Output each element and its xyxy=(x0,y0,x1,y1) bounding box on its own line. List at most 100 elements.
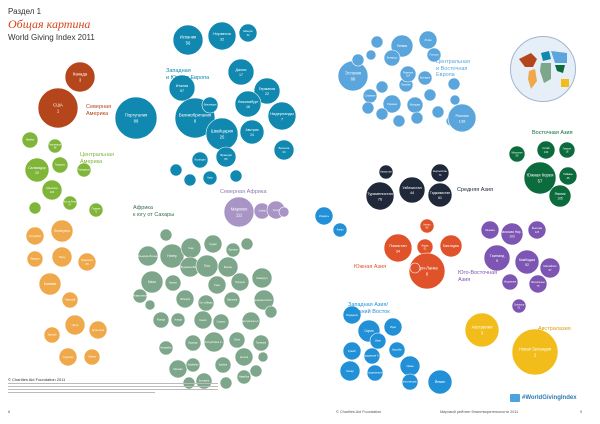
region-label-middle-east: Западная Азия/ Ближний Восток xyxy=(348,302,390,315)
country-bubble-circle xyxy=(223,291,241,309)
country-bubble-circle xyxy=(172,24,204,56)
country-bubble-circle xyxy=(523,161,557,195)
region-label-western-europe: Западная и Южная Европа xyxy=(166,68,210,81)
country-bubble-circle xyxy=(351,53,365,67)
country-bubble-circle xyxy=(234,347,254,367)
country-bubble-circle xyxy=(47,138,63,154)
country-bubble: Боливия xyxy=(38,272,62,296)
country-bubble: Исландия xyxy=(191,151,209,169)
country-name: Нигерия xyxy=(235,280,245,284)
country-name: Уганда xyxy=(174,319,182,322)
fine-print xyxy=(8,383,218,399)
country-bubble-circle xyxy=(375,80,389,94)
country-bubble-circle xyxy=(332,222,348,238)
country-bubble: Финляндия xyxy=(201,96,219,114)
country-bubble-circle xyxy=(38,272,62,296)
country-rank: 111 xyxy=(236,213,243,218)
country-bubble-circle xyxy=(219,376,233,390)
country-bubble-circle xyxy=(43,326,61,344)
country-rank: 80 xyxy=(426,227,429,230)
country-bubble: Украина xyxy=(382,94,402,114)
country-bubble: Катар xyxy=(339,360,361,382)
country-bubble: Эритрея xyxy=(225,242,241,258)
country-bubble-circle xyxy=(511,328,559,376)
country-bubble-circle xyxy=(314,206,334,226)
country-name: Габон xyxy=(234,339,241,342)
country-name: Канада xyxy=(73,72,88,77)
country-bubble xyxy=(370,35,384,49)
country-bubble xyxy=(423,88,437,102)
country-bubble-circle xyxy=(240,237,254,251)
country-bubble-circle xyxy=(238,23,258,43)
country-name: Пакистан xyxy=(389,243,406,248)
country-bubble: Никарагуа xyxy=(76,162,92,178)
country-rank: 17 xyxy=(239,73,243,77)
region-label-australasia: Австралазия xyxy=(538,326,571,332)
country-rank: 114 xyxy=(406,75,410,78)
country-name: Венесуэла xyxy=(54,229,70,233)
country-bubble: Уганда xyxy=(170,312,186,328)
country-bubble-circle xyxy=(361,101,375,115)
country-bubble: Литва xyxy=(418,30,438,50)
country-rank: 83 xyxy=(86,262,89,266)
country-name: Сингапур xyxy=(514,303,525,306)
country-name: Демократичес… xyxy=(253,298,275,302)
country-bubble-circle xyxy=(383,49,401,67)
country-rank: 48 xyxy=(54,147,57,150)
country-name: Великобритания xyxy=(179,113,211,118)
country-bubble-circle xyxy=(427,182,453,208)
country-bubble-circle xyxy=(408,252,446,290)
country-bubble: Эквадор xyxy=(26,250,44,268)
country-bubble-circle xyxy=(140,270,164,294)
country-bubble: Гайана xyxy=(83,348,101,366)
country-bubble: Сьерра-Леоне xyxy=(137,245,159,267)
country-bubble-circle xyxy=(339,360,361,382)
country-bubble xyxy=(375,80,389,94)
country-bubble: Бахрейн xyxy=(388,341,406,359)
country-bubble-circle xyxy=(426,47,442,63)
country-rank: 57 xyxy=(180,89,184,93)
country-name: Индия xyxy=(421,244,429,247)
country-bubble: Аргентина xyxy=(88,320,108,340)
country-name: Мексика xyxy=(46,186,58,190)
country-bubble: Сомали xyxy=(212,313,230,331)
country-bubble-circle xyxy=(37,87,79,129)
country-bubble-circle xyxy=(363,347,381,365)
country-rank: 71 xyxy=(95,211,98,214)
page-title: Общая картина xyxy=(8,17,91,31)
country-bubble: Либерия xyxy=(175,289,195,309)
country-name: Латвия xyxy=(397,44,408,48)
country-rank: 125 xyxy=(535,230,540,234)
country-name: Испания xyxy=(180,35,197,40)
country-bubble xyxy=(409,262,421,274)
country-bubble-circle xyxy=(144,299,156,311)
country-name: Руанда xyxy=(157,319,166,322)
country-name: Кот-д'Ивуар xyxy=(199,302,213,305)
country-bubble-circle xyxy=(264,305,278,319)
country-bubble-circle xyxy=(388,341,406,359)
country-name: Ботсвана xyxy=(199,380,210,383)
country-rank: 57 xyxy=(538,179,543,184)
country-name: Саудовская А… xyxy=(363,355,381,358)
country-rank: 75 xyxy=(537,284,540,288)
country-bubble-circle xyxy=(383,317,403,337)
country-bubble-circle xyxy=(169,163,183,177)
country-bubble: Уругвай xyxy=(43,326,61,344)
country-bubble xyxy=(361,101,375,115)
country-name: Центрально-А… xyxy=(241,319,261,323)
country-bubble-circle xyxy=(241,311,261,331)
country-name: Узбекистан xyxy=(402,186,421,190)
